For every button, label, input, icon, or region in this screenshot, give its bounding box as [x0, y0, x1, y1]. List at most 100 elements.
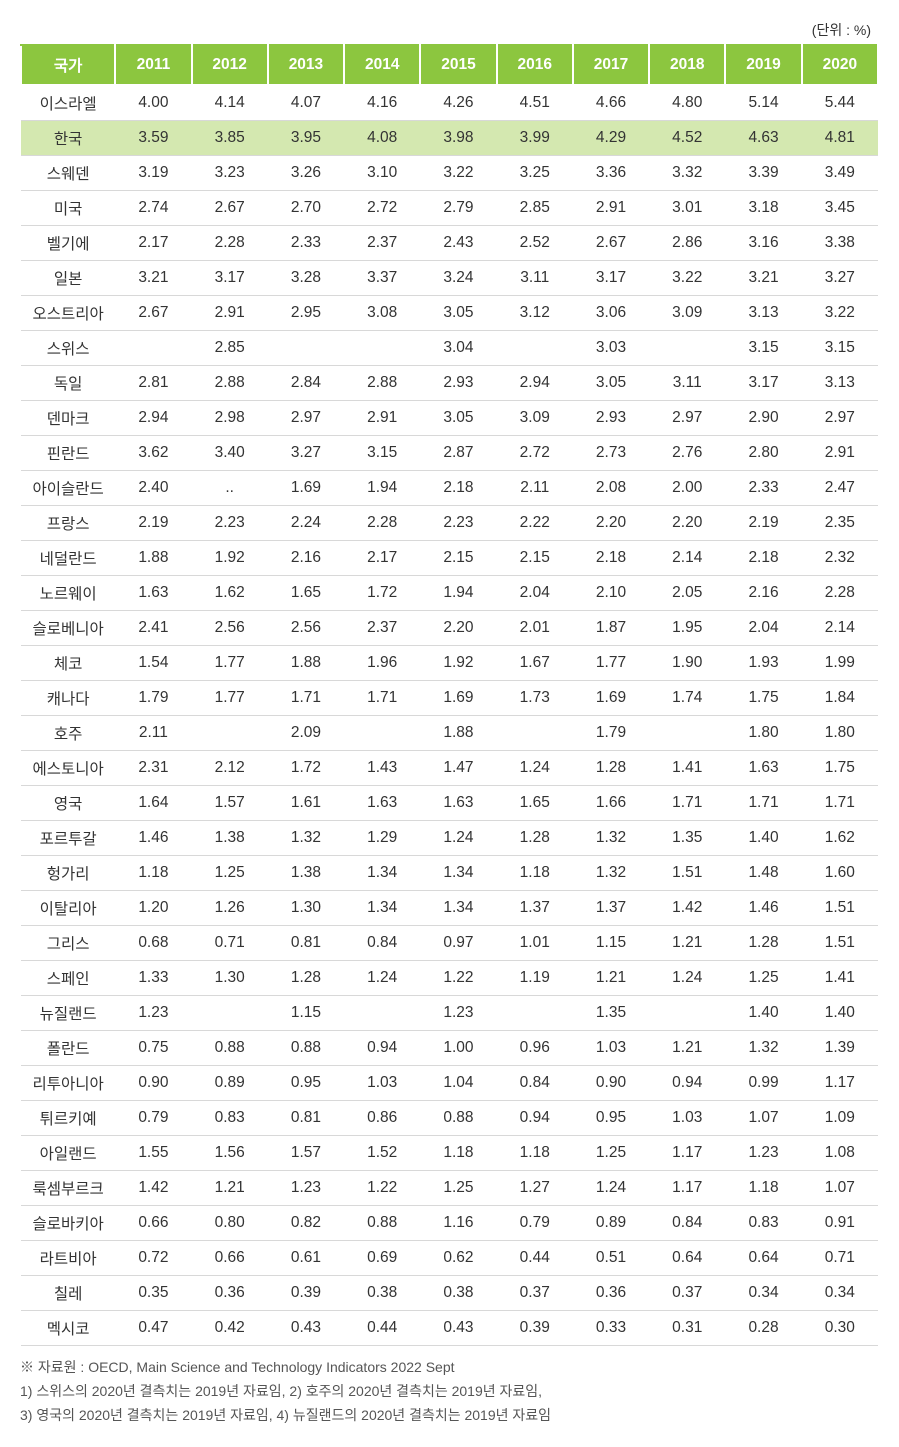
table-row: 캐나다1.791.771.711.711.691.731.691.741.751… — [21, 681, 878, 716]
value-cell: 1.42 — [115, 1171, 191, 1206]
value-cell: 0.75 — [115, 1031, 191, 1066]
value-cell: 2.94 — [115, 401, 191, 436]
value-cell: 0.81 — [268, 1101, 344, 1136]
value-cell: 2.93 — [420, 366, 496, 401]
value-cell: 1.17 — [649, 1136, 725, 1171]
column-header-year-2019: 2019 — [725, 45, 801, 85]
value-cell: 2.04 — [725, 611, 801, 646]
value-cell: 1.67 — [497, 646, 573, 681]
value-cell: 3.05 — [420, 401, 496, 436]
value-cell: 1.63 — [344, 786, 420, 821]
value-cell — [497, 996, 573, 1031]
value-cell: 3.22 — [420, 156, 496, 191]
value-cell: 2.14 — [802, 611, 878, 646]
value-cell: 2.97 — [802, 401, 878, 436]
value-cell: 0.39 — [497, 1311, 573, 1346]
value-cell: 1.47 — [420, 751, 496, 786]
value-cell: 1.94 — [344, 471, 420, 506]
table-row: 프랑스2.192.232.242.282.232.222.202.202.192… — [21, 506, 878, 541]
value-cell: 1.18 — [725, 1171, 801, 1206]
value-cell: 1.77 — [192, 646, 268, 681]
value-cell: 1.25 — [192, 856, 268, 891]
value-cell: 1.88 — [268, 646, 344, 681]
value-cell: 0.30 — [802, 1311, 878, 1346]
value-cell: 1.95 — [649, 611, 725, 646]
value-cell: 4.80 — [649, 85, 725, 121]
value-cell: 1.65 — [268, 576, 344, 611]
value-cell: 2.33 — [725, 471, 801, 506]
value-cell: 2.85 — [497, 191, 573, 226]
value-cell: 2.11 — [115, 716, 191, 751]
country-cell: 오스트리아 — [21, 296, 115, 331]
value-cell: 1.96 — [344, 646, 420, 681]
value-cell: 1.40 — [802, 996, 878, 1031]
value-cell: 2.16 — [725, 576, 801, 611]
value-cell: 1.79 — [115, 681, 191, 716]
value-cell: 1.69 — [268, 471, 344, 506]
value-cell: 2.18 — [420, 471, 496, 506]
value-cell: 5.14 — [725, 85, 801, 121]
value-cell: 0.43 — [268, 1311, 344, 1346]
value-cell: 2.33 — [268, 226, 344, 261]
country-cell: 이탈리아 — [21, 891, 115, 926]
value-cell: 0.90 — [573, 1066, 649, 1101]
value-cell: 2.18 — [573, 541, 649, 576]
value-cell: 2.43 — [420, 226, 496, 261]
value-cell: 3.59 — [115, 121, 191, 156]
value-cell: 3.99 — [497, 121, 573, 156]
value-cell: 0.83 — [725, 1206, 801, 1241]
value-cell: 1.30 — [268, 891, 344, 926]
value-cell: 3.04 — [420, 331, 496, 366]
value-cell: 1.24 — [497, 751, 573, 786]
table-row: 아일랜드1.551.561.571.521.181.181.251.171.23… — [21, 1136, 878, 1171]
country-cell: 영국 — [21, 786, 115, 821]
value-cell: 2.70 — [268, 191, 344, 226]
footnote-line: 1) 스위스의 2020년 결측치는 2019년 자료임, 2) 호주의 202… — [20, 1380, 879, 1404]
value-cell: 1.24 — [573, 1171, 649, 1206]
value-cell: 0.39 — [268, 1276, 344, 1311]
value-cell: 1.90 — [649, 646, 725, 681]
value-cell: 2.87 — [420, 436, 496, 471]
value-cell: 0.28 — [725, 1311, 801, 1346]
value-cell: 3.11 — [497, 261, 573, 296]
value-cell: 0.44 — [344, 1311, 420, 1346]
value-cell: 1.62 — [192, 576, 268, 611]
value-cell: 0.95 — [268, 1066, 344, 1101]
value-cell: 3.39 — [725, 156, 801, 191]
value-cell: 2.85 — [192, 331, 268, 366]
value-cell: 0.36 — [192, 1276, 268, 1311]
value-cell: 3.01 — [649, 191, 725, 226]
value-cell: 2.37 — [344, 611, 420, 646]
value-cell: 4.51 — [497, 85, 573, 121]
value-cell: 2.72 — [497, 436, 573, 471]
table-row: 한국3.593.853.954.083.983.994.294.524.634.… — [21, 121, 878, 156]
value-cell: 0.72 — [115, 1241, 191, 1276]
country-cell: 라트비아 — [21, 1241, 115, 1276]
column-header-year-2013: 2013 — [268, 45, 344, 85]
value-cell: 2.11 — [497, 471, 573, 506]
value-cell: 1.52 — [344, 1136, 420, 1171]
country-cell: 룩셈부르크 — [21, 1171, 115, 1206]
value-cell: 1.21 — [573, 961, 649, 996]
table-row: 일본3.213.173.283.373.243.113.173.223.213.… — [21, 261, 878, 296]
value-cell: 2.04 — [497, 576, 573, 611]
value-cell: 1.80 — [725, 716, 801, 751]
value-cell: 0.89 — [192, 1066, 268, 1101]
value-cell: 1.46 — [115, 821, 191, 856]
value-cell: 3.15 — [344, 436, 420, 471]
value-cell: 0.42 — [192, 1311, 268, 1346]
value-cell: 4.81 — [802, 121, 878, 156]
value-cell: 1.37 — [573, 891, 649, 926]
value-cell: 2.81 — [115, 366, 191, 401]
value-cell — [192, 716, 268, 751]
value-cell: 1.64 — [115, 786, 191, 821]
value-cell: 1.38 — [192, 821, 268, 856]
value-cell: 0.94 — [649, 1066, 725, 1101]
value-cell: 1.63 — [725, 751, 801, 786]
value-cell: 3.62 — [115, 436, 191, 471]
value-cell: 2.86 — [649, 226, 725, 261]
value-cell: 0.64 — [649, 1241, 725, 1276]
value-cell: 3.85 — [192, 121, 268, 156]
value-cell: 3.27 — [268, 436, 344, 471]
value-cell: 1.77 — [573, 646, 649, 681]
